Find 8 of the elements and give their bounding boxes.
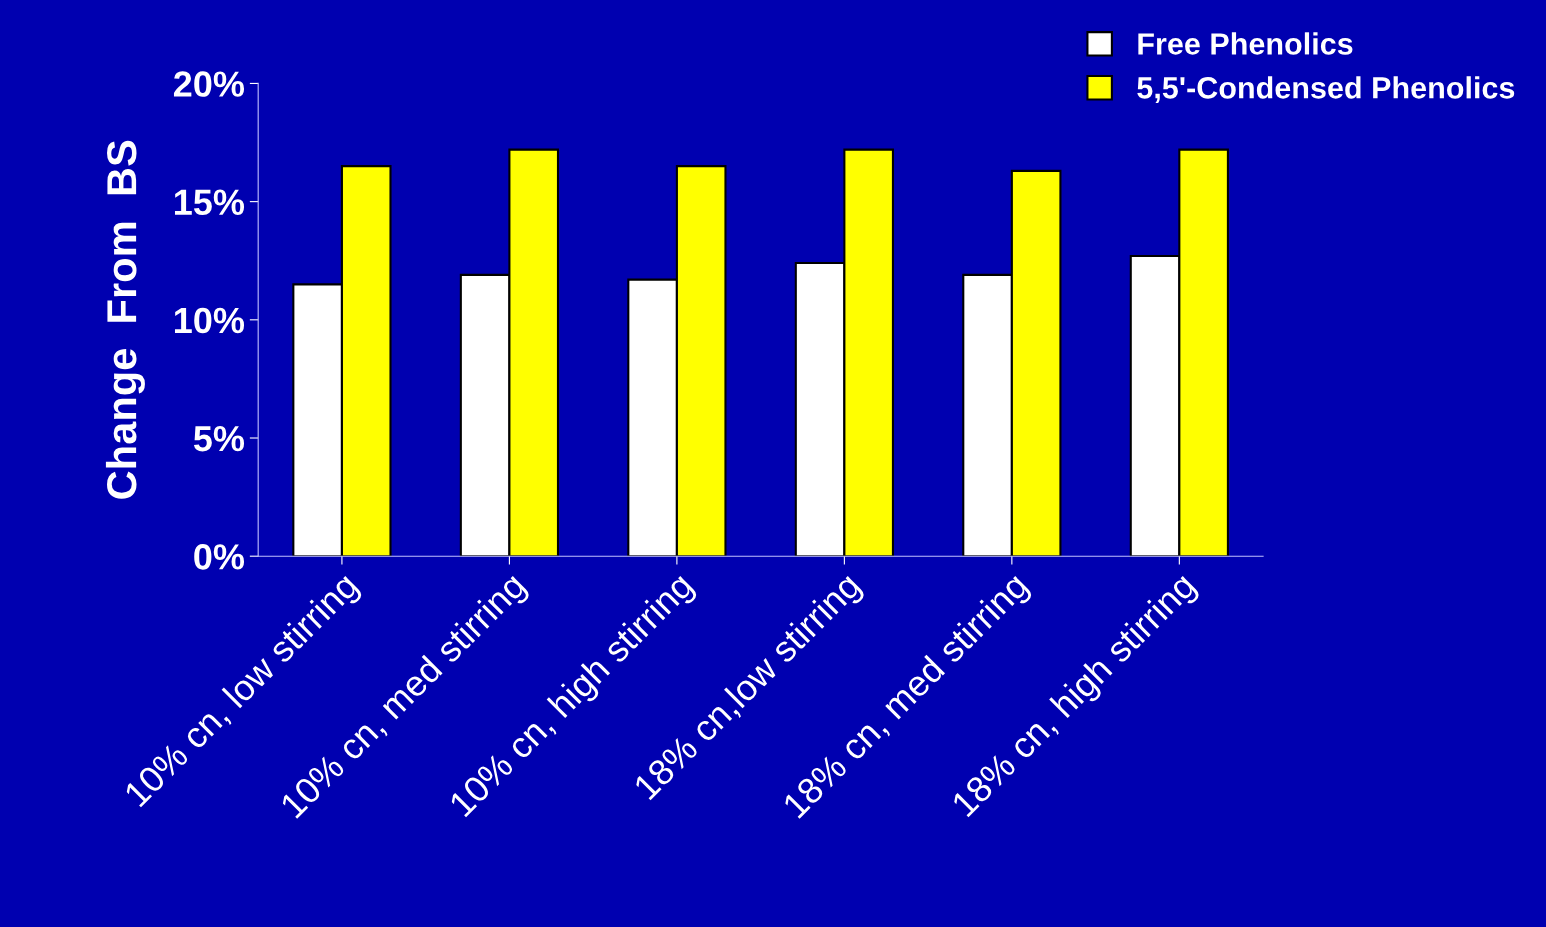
y-axis-title: Change From BS [105, 140, 145, 499]
legend-label: Free Phenolics [1138, 32, 1353, 55]
y-tick-label: 0% [194, 544, 245, 570]
y-tick-label: 5% [193, 425, 245, 452]
y-tick-label: 15% [174, 189, 245, 216]
y-tick-label: 20% [173, 71, 245, 97]
legend-label: 5,5'-Condensed Phenolics [1137, 76, 1515, 104]
y-tick-label: 10% [174, 307, 245, 334]
